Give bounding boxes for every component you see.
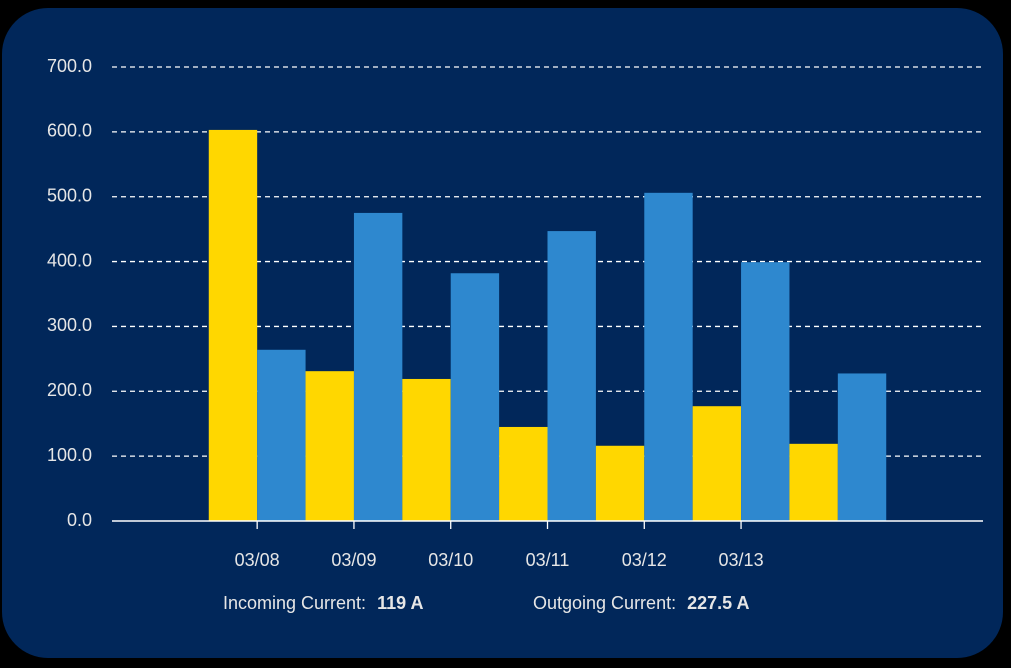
summary-value: 119 A: [377, 593, 423, 613]
y-tick-label: 0.0: [67, 510, 92, 530]
bar: [499, 426, 548, 521]
bar: [305, 371, 354, 521]
summary-value: 227.5 A: [687, 593, 749, 613]
summary-label: Outgoing Current:: [533, 593, 676, 613]
x-tick-label: 03/12: [622, 550, 667, 570]
bar: [353, 212, 403, 521]
x-tick-label: 03/11: [526, 550, 570, 570]
panel: [2, 8, 1003, 658]
bar: [257, 349, 306, 521]
y-tick-label: 100.0: [47, 445, 92, 465]
summary: Incoming Current: 119 A Outgoing Current…: [223, 593, 749, 613]
bar: [208, 129, 258, 521]
y-tick-label: 500.0: [47, 185, 92, 205]
y-tick-label: 300.0: [47, 315, 92, 335]
bar: [789, 443, 838, 521]
y-tick-label: 700.0: [47, 56, 92, 76]
y-tick-label: 600.0: [47, 121, 92, 141]
y-tick-label: 200.0: [47, 380, 92, 400]
bar: [692, 406, 742, 521]
bar: [837, 373, 887, 521]
summary-label: Incoming Current:: [223, 593, 366, 613]
x-tick-label: 03/09: [331, 550, 376, 570]
bar: [547, 231, 596, 522]
bar: [741, 262, 790, 521]
y-tick-label: 400.0: [47, 250, 92, 270]
x-tick-label: 03/10: [428, 550, 473, 570]
bar: [595, 445, 645, 521]
x-tick-label: 03/08: [235, 550, 280, 570]
x-tick-label: 03/13: [719, 550, 764, 570]
bar: [644, 192, 693, 521]
bar: [450, 273, 500, 521]
bar: [402, 378, 451, 521]
